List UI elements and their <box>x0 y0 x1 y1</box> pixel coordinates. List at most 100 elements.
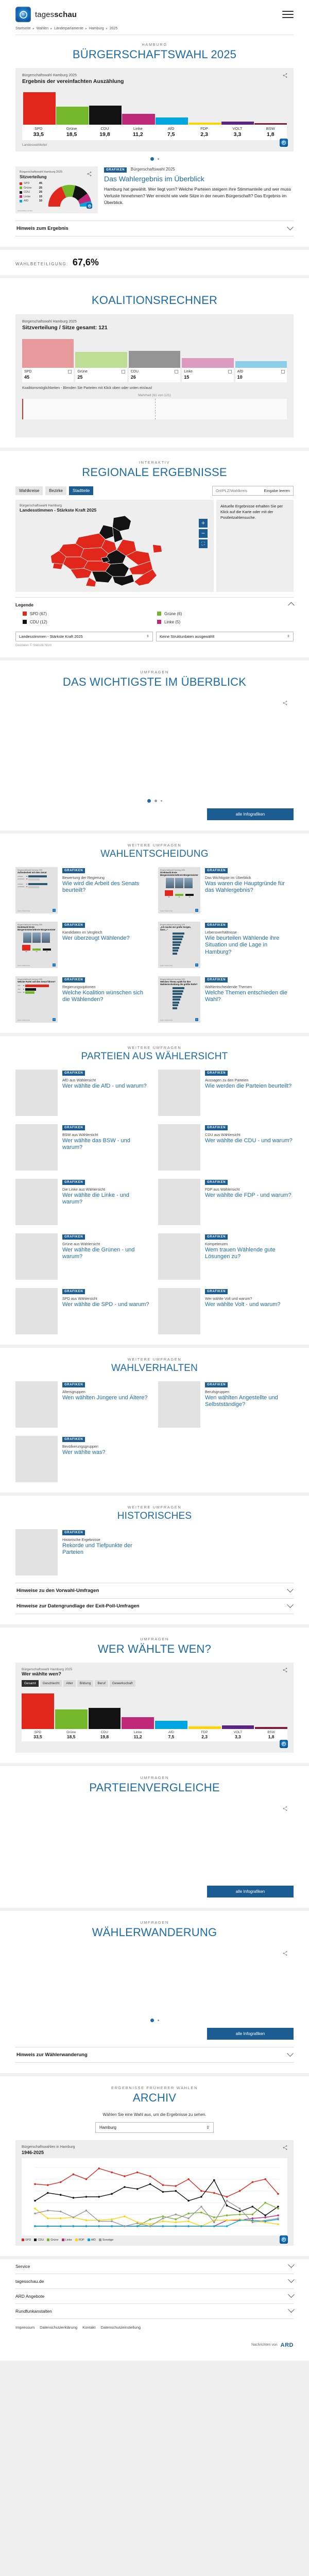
coalition-party-selectors[interactable]: SPD 45 Grüne 25 CDU 26 Linke 15 AfD 10 <box>22 367 287 382</box>
article-thumbnail[interactable] <box>15 1435 58 1482</box>
wwv-tab-geschlecht[interactable]: Geschlecht <box>40 1680 62 1687</box>
chevron-up-icon[interactable] <box>288 602 295 609</box>
article-card[interactable]: Bürgerschaftswahl Hamburg 2025 Direktwahl… <box>15 922 151 969</box>
result-note-accordion[interactable]: Hinweis zum Ergebnis <box>15 221 294 237</box>
carousel-dot-1[interactable] <box>147 799 151 803</box>
share-icon[interactable] <box>282 1806 288 1811</box>
koalition-party-afd[interactable]: AfD 10 <box>235 367 287 382</box>
carousel-dot-2[interactable] <box>154 800 157 803</box>
party-checkbox[interactable] <box>175 369 179 374</box>
map-metric-select[interactable]: Landesstimmen - Stärkste Kraft 2025 ⇳ <box>15 631 153 641</box>
footer-row-service[interactable]: Service <box>15 2259 295 2274</box>
article-thumbnail[interactable]: Bürgerschaftswahl Hamburg 2025 Zufriedenh… <box>15 867 58 914</box>
breadcrumb-item-1[interactable]: Wahlen <box>36 27 49 30</box>
article-thumbnail[interactable] <box>158 1069 200 1116</box>
article-title[interactable]: Wie werden die Parteien beurteilt? <box>205 1082 292 1089</box>
map-zoom-controls[interactable]: + − ⛶ <box>199 518 208 548</box>
region-search-box[interactable]: Ort/PLZ/Wahlkreis Eingabe leeren <box>212 485 294 496</box>
breadcrumb-item-4[interactable]: 2025 <box>109 27 118 30</box>
archive-select[interactable]: Hamburg ⇳ <box>95 2122 214 2133</box>
article-card[interactable]: GRAFIKEN BSW aus Wählersicht Wer wählte da… <box>15 1124 151 1171</box>
article-title[interactable]: Welche Themen entschieden die Wahl? <box>205 990 287 1003</box>
zoom-out-button[interactable]: − <box>199 529 208 538</box>
article-thumbnail[interactable]: Bürgerschaftswahl Hamburg 2025 Welche Par… <box>15 976 58 1023</box>
article-thumbnail[interactable]: Bürgerschaftswahl Hamburg 2025 Welches Th… <box>158 976 200 1023</box>
article-card[interactable]: GRAFIKEN CDU aus Wählersicht Wer wählte di… <box>158 1124 294 1171</box>
all-infographics-button[interactable]: alle Infografiken <box>207 808 294 821</box>
article-thumbnail[interactable] <box>15 1069 58 1116</box>
article-thumbnail[interactable] <box>15 1178 58 1225</box>
article-card[interactable]: GRAFIKEN Bevölkerungsgruppen Wer wählte wa… <box>15 1435 151 1482</box>
overview-teaser[interactable]: Bürgerschaftswahl Hamburg 2025 Sitzverte… <box>15 166 294 214</box>
wwv-tab-gesamt[interactable]: Gesamt <box>22 1680 39 1687</box>
ww-graphic-placeholder[interactable] <box>15 1946 294 2013</box>
teaser-title[interactable]: Das Wahlergebnis im Überblick <box>104 175 204 183</box>
article-title[interactable]: Wen wählten Angestellte und Selbstständi… <box>205 1394 278 1408</box>
article-title[interactable]: Rekorde und Tiefpunkte der Parteien <box>62 1542 132 1555</box>
article-card[interactable]: Bürgerschaftswahl Hamburg 2025 Zufriedenh… <box>15 867 151 914</box>
article-thumbnail[interactable] <box>158 1178 200 1225</box>
overview-carousel-dots[interactable] <box>15 793 294 808</box>
article-title[interactable]: Wer wählte das BSW - und warum? <box>62 1137 130 1151</box>
site-logo[interactable]: tagesschau <box>15 7 77 22</box>
party-checkbox[interactable] <box>68 369 72 374</box>
party-checkbox[interactable] <box>121 369 125 374</box>
carousel-dot-1[interactable] <box>150 2019 154 2023</box>
tab-stadtteile[interactable]: Stadtteile <box>68 486 94 495</box>
breadcrumb-item-2[interactable]: Länderparlamente <box>54 27 83 30</box>
article-card[interactable]: GRAFIKEN Altersgruppen Wen wählten Jüngere… <box>15 1381 151 1428</box>
article-card[interactable]: GRAFIKEN AfD aus Wählersicht Wer wählte di… <box>15 1069 151 1116</box>
article-thumbnail[interactable]: Bürgerschaftswahl Hamburg 2025 Direktwahl… <box>158 867 200 914</box>
article-title[interactable]: Wer überzeugt Wählende? <box>62 935 130 942</box>
article-card[interactable]: GRAFIKEN Die Linke aus Wählersicht Wer wäh… <box>15 1178 151 1225</box>
article-title[interactable]: Wer wählte die Linke - und warum? <box>62 1192 130 1206</box>
wwv-tab-bildung[interactable]: Bildung <box>77 1680 94 1687</box>
hamburg-map-svg[interactable] <box>20 514 210 591</box>
pv-graphic-placeholder[interactable] <box>15 1801 294 1879</box>
footer-row-tagesschau[interactable]: tagesschau.de <box>15 2274 295 2289</box>
article-title[interactable]: Wen wählten Jüngere und Ältere? <box>62 1394 148 1401</box>
wwv-tab-bar[interactable]: Gesamt Geschlecht Alter Bildung Beruf Gewerks… <box>22 1680 287 1687</box>
ww-note-accordion[interactable]: Hinweis zur Wählerwanderung <box>15 2047 294 2063</box>
share-icon[interactable] <box>282 1667 288 1673</box>
map-panel[interactable]: Bürgerschaftswahl Hamburg Landesstimmen … <box>15 499 214 592</box>
article-thumbnail[interactable] <box>15 1381 58 1428</box>
ww-carousel-dots[interactable] <box>15 2013 294 2028</box>
article-thumbnail[interactable] <box>15 1529 58 1575</box>
article-card[interactable]: Bürgerschaftswahl Hamburg 2025 Direktwahl… <box>158 867 294 914</box>
carousel-dots[interactable] <box>15 151 294 166</box>
article-card[interactable]: GRAFIKEN Wer wählte Volt und warum? Wer wä… <box>158 1287 294 1334</box>
article-thumbnail[interactable] <box>158 1233 200 1280</box>
koalition-party-grüne[interactable]: Grüne 25 <box>75 367 127 382</box>
article-thumbnail[interactable]: Bürgerschaftswahl Hamburg 2025 Direktwahl… <box>15 922 58 969</box>
carousel-dot-2[interactable] <box>157 158 159 160</box>
poll-note-accordion-2[interactable]: Hinweise zur Datengrundlage der Exit-Pol… <box>15 1599 294 1614</box>
history-legend-item[interactable]: Sonstige <box>98 2239 113 2242</box>
pv-all-infographics-button[interactable]: alle Infografiken <box>207 1886 294 1898</box>
article-title[interactable]: Wer wählte Volt - und warum? <box>205 1301 281 1308</box>
article-thumbnail[interactable] <box>15 1124 58 1171</box>
reset-view-button[interactable]: ⛶ <box>199 539 208 548</box>
article-title[interactable]: Wer wählte die Grünen - und warum? <box>62 1246 135 1260</box>
share-icon[interactable] <box>282 2145 288 2150</box>
article-title[interactable]: Wer wählte die FDP - und warum? <box>205 1192 291 1198</box>
article-thumbnail[interactable] <box>158 1381 200 1428</box>
wwv-tab-beruf[interactable]: Beruf <box>95 1680 108 1687</box>
share-icon[interactable] <box>282 73 288 78</box>
zoom-in-button[interactable]: + <box>199 518 208 528</box>
article-card[interactable]: GRAFIKEN Aussagen zu den Parteien Wie werd… <box>158 1069 294 1116</box>
share-icon[interactable] <box>87 171 92 177</box>
structure-data-select[interactable]: Keine Strukturdaten ausgewählt ⇳ <box>156 631 294 641</box>
history-legend-item[interactable]: Linke <box>61 2239 72 2242</box>
regional-level-tabs[interactable]: Wahlkreise Bezirke Stadtteile <box>15 486 94 495</box>
article-title[interactable]: Wie wird die Arbeit des Senats beurteilt… <box>62 880 140 894</box>
overview-graphic-placeholder[interactable] <box>15 696 294 794</box>
article-card[interactable]: GRAFIKEN Kompetenzen Wem trauen Wählende g… <box>158 1233 294 1280</box>
share-icon[interactable] <box>282 700 288 706</box>
share-icon[interactable] <box>282 1951 288 1956</box>
article-thumbnail[interactable]: Bürgerschaftswahl Hamburg 2025 „Ich mache… <box>158 922 200 969</box>
seat-distribution-thumb[interactable]: Bürgerschaftswahl Hamburg 2025 Sitzverte… <box>15 166 98 214</box>
party-checkbox[interactable] <box>228 369 232 374</box>
search-input[interactable]: Ort/PLZ/Wahlkreis <box>216 488 247 493</box>
article-card[interactable]: GRAFIKEN Grüne aus Wählersicht Wer wählte … <box>15 1233 151 1280</box>
